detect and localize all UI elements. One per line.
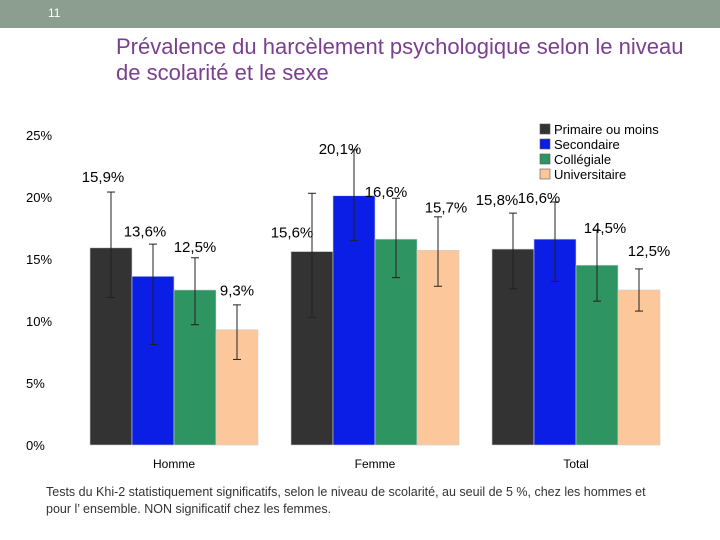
data-label: 15,7% [425,199,468,216]
data-label: 16,6% [518,190,561,207]
x-category-label: Homme [153,457,195,471]
data-label: 12,5% [174,239,217,256]
data-label: 15,6% [271,225,314,242]
footnote: Tests du Khi-2 statistiquement significa… [46,485,646,516]
data-label: 15,9% [82,169,125,186]
legend-label: Primaire ou moins [554,122,659,137]
slide-title: Prévalence du harcèlement psychologique … [116,34,684,85]
bar [617,289,661,446]
y-tick-label: 10% [26,314,52,329]
data-label: 13,6% [124,223,167,240]
top-bar: 11 [0,0,720,28]
data-label: 9,3% [220,283,254,300]
legend-swatch [539,138,551,150]
x-category-label: Femme [355,457,396,471]
legend-label: Universitaire [554,167,626,182]
y-tick-label: 15% [26,252,52,267]
legend-swatch [539,123,551,135]
y-tick-label: 25% [26,128,52,143]
y-tick-label: 20% [26,190,52,205]
y-tick-label: 0% [26,438,45,453]
legend-label: Collégiale [554,152,611,167]
legend-swatch [539,153,551,165]
data-label: 20,1% [319,141,362,158]
legend-label: Secondaire [554,137,620,152]
bar-chart: 0% 5% 10% 15% 20% 25% 15,9% 15,6% 15,8% 13,6% 20,1… [26,122,671,471]
data-label: 14,5% [584,220,627,237]
data-label: 15,8% [476,192,519,209]
legend-swatch [539,168,551,180]
x-category-label: Total [563,457,588,471]
data-label: 12,5% [628,243,671,260]
y-tick-label: 5% [26,376,45,391]
data-label: 16,6% [365,184,408,201]
slide-number: 11 [48,6,61,20]
